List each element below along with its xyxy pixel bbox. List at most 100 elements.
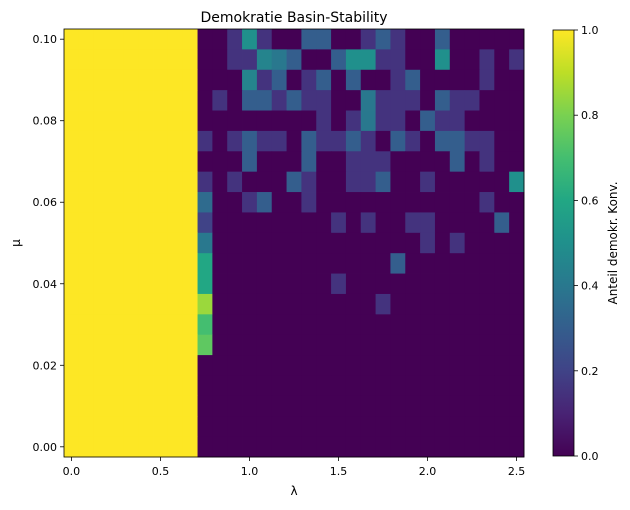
heatmap-cell [167, 29, 184, 50]
heatmap-cell [345, 416, 362, 438]
heatmap-cell [360, 375, 376, 397]
heatmap-cell [434, 212, 451, 234]
heatmap-cell [449, 232, 466, 254]
heatmap-cell [360, 334, 376, 356]
heatmap-cell [197, 212, 213, 234]
heatmap-cell [138, 192, 154, 213]
heatmap-cell [390, 334, 406, 356]
heatmap-cell [78, 293, 95, 315]
chart-title: Demokratie Basin-Stability [200, 10, 387, 26]
heatmap-cell [123, 436, 139, 458]
heatmap-cell [390, 49, 406, 71]
heatmap-cell [301, 171, 317, 193]
heatmap-cell [78, 192, 95, 213]
heatmap-cell [479, 49, 495, 71]
heatmap-cell [93, 151, 109, 173]
heatmap-cell [153, 212, 169, 234]
heatmap-cell [286, 314, 302, 336]
heatmap-cell [375, 253, 391, 274]
heatmap-cell [78, 212, 95, 234]
heatmap-cell [479, 151, 495, 173]
heatmap-cell [242, 192, 258, 213]
heatmap-cell [227, 90, 243, 111]
heatmap-cell [197, 110, 213, 132]
heatmap-cell [375, 416, 391, 438]
heatmap-cell [64, 416, 80, 438]
heatmap-cell [64, 375, 80, 397]
heatmap-cell [108, 293, 124, 315]
heatmap-cell [509, 355, 525, 376]
heatmap-cell [494, 416, 510, 438]
heatmap-cell [286, 69, 302, 91]
heatmap-cell [138, 69, 154, 91]
colorbar [552, 29, 575, 457]
heatmap-cell [78, 130, 95, 152]
heatmap-cell [212, 314, 228, 336]
heatmap-cell [509, 130, 525, 152]
heatmap-cell [316, 69, 332, 91]
heatmap-cell [108, 69, 124, 91]
heatmap-cell [182, 171, 198, 193]
heatmap-cell [375, 334, 391, 356]
heatmap-cell [286, 232, 302, 254]
heatmap-cell [78, 436, 95, 458]
heatmap-cell [227, 232, 243, 254]
heatmap-cell [301, 334, 317, 356]
heatmap-cell [479, 192, 495, 213]
heatmap-cell [108, 130, 124, 152]
heatmap-cell [153, 171, 169, 193]
heatmap-cell [167, 334, 184, 356]
heatmap-cell [375, 273, 391, 295]
heatmap-cell [479, 110, 495, 132]
heatmap-cell [212, 416, 228, 438]
heatmap-cell [405, 110, 421, 132]
heatmap-cell [227, 355, 243, 376]
heatmap-cell [449, 375, 466, 397]
heatmap-cell [271, 151, 287, 173]
heatmap-cell [212, 130, 228, 152]
heatmap-cell [182, 375, 198, 397]
heatmap-cell [494, 436, 510, 458]
heatmap-cell [434, 314, 451, 336]
heatmap-cell [479, 395, 495, 417]
heatmap-cell [64, 253, 80, 274]
heatmap-cell [64, 69, 80, 91]
heatmap-cell [271, 395, 287, 417]
heatmap-cell [108, 29, 124, 50]
heatmap-cell [345, 69, 362, 91]
heatmap-cell [360, 273, 376, 295]
heatmap-cell [64, 212, 80, 234]
heatmap-cell [360, 232, 376, 254]
heatmap-cell [449, 69, 466, 91]
heatmap-cell [345, 395, 362, 417]
heatmap-cell [434, 334, 451, 356]
heatmap-cell [464, 130, 480, 152]
heatmap-cell [390, 29, 406, 50]
heatmap-cell [271, 375, 287, 397]
heatmap-cell [390, 212, 406, 234]
heatmap-cell [375, 232, 391, 254]
heatmap-cell [78, 90, 95, 111]
heatmap-cell [405, 130, 421, 152]
heatmap-cell [331, 29, 347, 50]
heatmap-cell [316, 253, 332, 274]
heatmap-cell [434, 192, 451, 213]
heatmap-cell [227, 171, 243, 193]
heatmap-cell [271, 416, 287, 438]
heatmap-cell [138, 355, 154, 376]
heatmap-cell [316, 90, 332, 111]
heatmap-cell [434, 110, 451, 132]
heatmap-cell [360, 355, 376, 376]
heatmap-cell [375, 130, 391, 152]
heatmap-cell [256, 49, 273, 71]
heatmap-cell [256, 436, 273, 458]
heatmap-cell [93, 334, 109, 356]
heatmap-cell [242, 395, 258, 417]
heatmap-cell [93, 110, 109, 132]
heatmap-cell [449, 49, 466, 71]
heatmap-cell [390, 314, 406, 336]
heatmap-cell [123, 395, 139, 417]
heatmap-cell [345, 314, 362, 336]
heatmap-cell [182, 130, 198, 152]
heatmap-cell [64, 273, 80, 295]
